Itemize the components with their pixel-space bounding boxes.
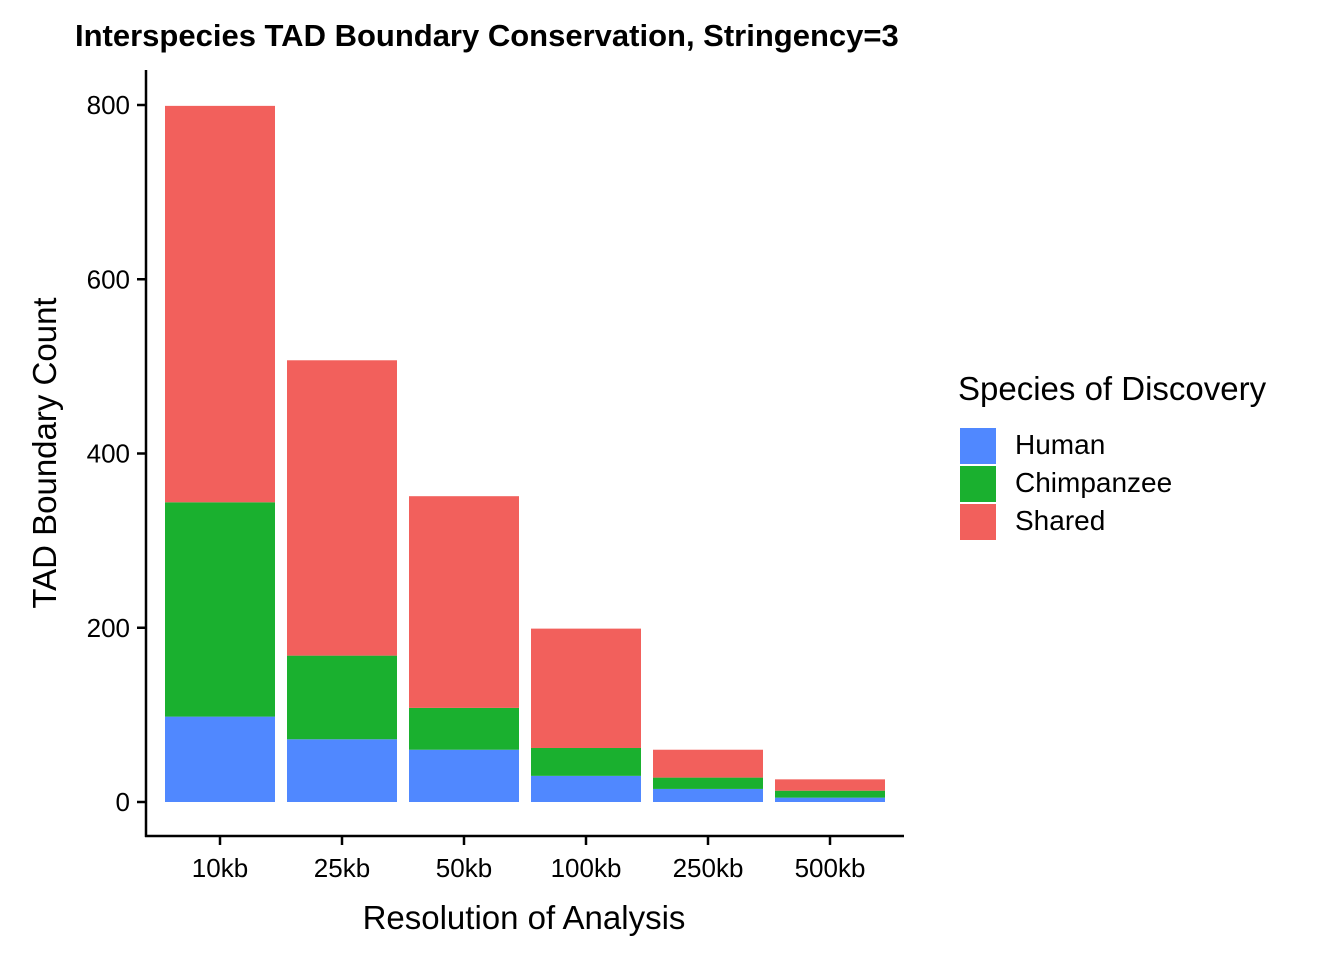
y-ticks-group: 0 200 400 600 800 — [87, 90, 146, 817]
legend-title: Species of Discovery — [958, 370, 1267, 407]
legend-item-human: Human — [958, 428, 1266, 466]
bar-50kb-human — [409, 749, 519, 802]
x-tick-label-25kb: 25kb — [314, 853, 370, 883]
bar-10kb-chimpanzee — [165, 502, 275, 717]
bar-10kb-human — [165, 716, 275, 802]
x-tick-label-50kb: 50kb — [436, 853, 492, 883]
x-tick-label-250kb: 250kb — [673, 853, 744, 883]
bar-10kb-shared — [165, 105, 275, 503]
legend-swatch-human — [960, 428, 996, 464]
bar-500kb-human — [775, 797, 885, 802]
bar-25kb-shared — [287, 360, 397, 656]
bar-50kb-chimpanzee — [409, 707, 519, 750]
bar-500kb-chimpanzee — [775, 790, 885, 798]
x-ticks-group: 10kb 25kb 50kb 100kb 250kb 500kb — [192, 836, 866, 883]
bar-250kb-shared — [653, 749, 763, 778]
legend-item-shared: Shared — [958, 504, 1266, 542]
legend-item-chimpanzee: Chimpanzee — [958, 466, 1266, 504]
y-tick-label: 0 — [116, 787, 130, 817]
y-tick-label: 400 — [87, 439, 130, 469]
bar-250kb-chimpanzee — [653, 777, 763, 789]
bar-50kb-shared — [409, 496, 519, 708]
bar-100kb-human — [531, 775, 641, 802]
bar-500kb-shared — [775, 779, 885, 791]
legend-label-human: Human — [1015, 429, 1106, 460]
y-axis-title: TAD Boundary Count — [26, 297, 63, 608]
chart-title: Interspecies TAD Boundary Conservation, … — [75, 18, 899, 53]
legend: Species of Discovery Human Chimpanzee Sh… — [958, 370, 1266, 542]
x-tick-label-500kb: 500kb — [795, 853, 866, 883]
bar-250kb-human — [653, 788, 763, 802]
bar-25kb-human — [287, 739, 397, 802]
y-tick-label: 200 — [87, 613, 130, 643]
bar-100kb-chimpanzee — [531, 747, 641, 776]
x-tick-label-100kb: 100kb — [551, 853, 622, 883]
legend-swatch-shared — [960, 504, 996, 540]
y-tick-label: 800 — [87, 90, 130, 120]
bar-100kb-shared — [531, 628, 641, 748]
bar-25kb-chimpanzee — [287, 655, 397, 740]
y-tick-label: 600 — [87, 264, 130, 294]
legend-label-chimpanzee: Chimpanzee — [1015, 467, 1173, 498]
legend-swatch-chimpanzee — [960, 466, 996, 502]
bars-group — [165, 105, 885, 802]
x-tick-label-10kb: 10kb — [192, 853, 248, 883]
x-axis-title: Resolution of Analysis — [363, 899, 686, 936]
legend-label-shared: Shared — [1015, 505, 1106, 536]
